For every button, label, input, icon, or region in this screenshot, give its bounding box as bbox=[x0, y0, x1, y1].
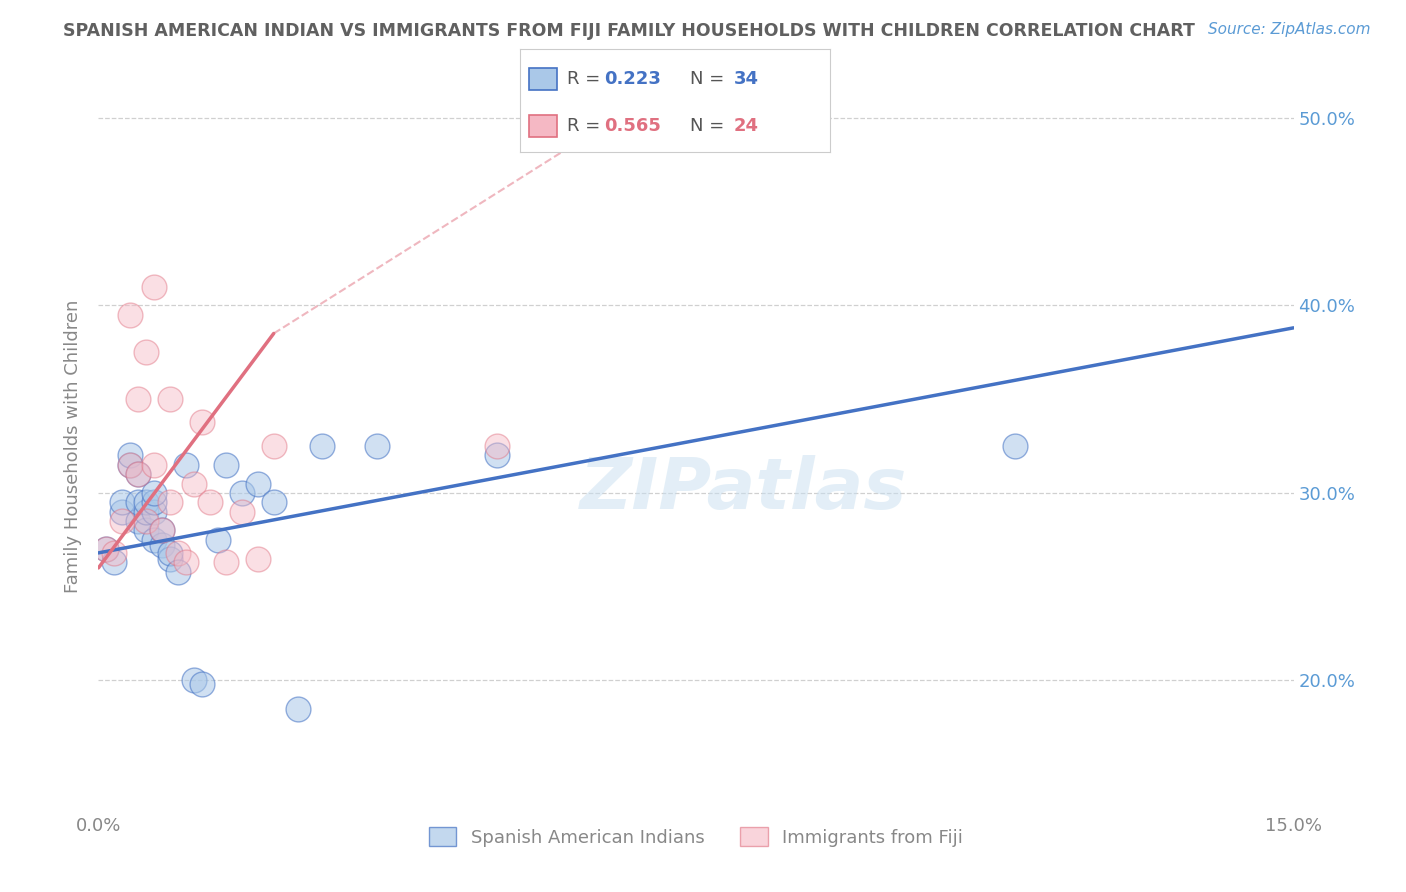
Point bbox=[174, 458, 197, 472]
Point bbox=[111, 514, 134, 528]
Point bbox=[143, 505, 166, 519]
Point bbox=[135, 524, 157, 538]
Point bbox=[485, 449, 508, 463]
Point bbox=[485, 439, 508, 453]
Point bbox=[143, 486, 166, 500]
Point bbox=[96, 542, 118, 557]
Point bbox=[231, 486, 253, 500]
Point bbox=[111, 495, 134, 509]
Point bbox=[111, 505, 134, 519]
Point bbox=[127, 467, 149, 482]
Point bbox=[246, 551, 269, 566]
Point bbox=[135, 495, 157, 509]
Point bbox=[120, 449, 142, 463]
Point bbox=[191, 415, 214, 429]
Point bbox=[143, 495, 166, 509]
Point bbox=[120, 308, 142, 322]
Text: SPANISH AMERICAN INDIAN VS IMMIGRANTS FROM FIJI FAMILY HOUSEHOLDS WITH CHILDREN : SPANISH AMERICAN INDIAN VS IMMIGRANTS FR… bbox=[63, 22, 1195, 40]
Point bbox=[120, 458, 142, 472]
Point bbox=[311, 439, 333, 453]
Point bbox=[159, 551, 181, 566]
Point bbox=[96, 542, 118, 557]
Text: 24: 24 bbox=[734, 117, 759, 135]
Point bbox=[167, 546, 190, 560]
Text: R =: R = bbox=[567, 70, 606, 87]
Text: 0.223: 0.223 bbox=[603, 70, 661, 87]
Point bbox=[127, 495, 149, 509]
Point bbox=[215, 458, 238, 472]
Point bbox=[246, 476, 269, 491]
Point bbox=[135, 345, 157, 359]
Point bbox=[215, 555, 238, 569]
Text: 0.565: 0.565 bbox=[603, 117, 661, 135]
Point bbox=[150, 538, 173, 552]
Text: R =: R = bbox=[567, 117, 606, 135]
Point bbox=[191, 677, 214, 691]
Point bbox=[167, 565, 190, 579]
Point bbox=[159, 546, 181, 560]
Point bbox=[103, 546, 125, 560]
Point bbox=[183, 476, 205, 491]
Y-axis label: Family Households with Children: Family Households with Children bbox=[65, 300, 83, 592]
Text: N =: N = bbox=[690, 70, 730, 87]
Legend: Spanish American Indians, Immigrants from Fiji: Spanish American Indians, Immigrants fro… bbox=[422, 820, 970, 854]
Point bbox=[127, 467, 149, 482]
Point bbox=[127, 392, 149, 406]
Point bbox=[263, 439, 285, 453]
Point bbox=[143, 279, 166, 293]
Text: 34: 34 bbox=[734, 70, 759, 87]
Point bbox=[198, 495, 221, 509]
Point bbox=[366, 439, 388, 453]
Point bbox=[150, 524, 173, 538]
Text: N =: N = bbox=[690, 117, 730, 135]
Point bbox=[103, 555, 125, 569]
Point bbox=[1004, 439, 1026, 453]
Point bbox=[135, 514, 157, 528]
Point bbox=[159, 495, 181, 509]
Point bbox=[120, 458, 142, 472]
Point bbox=[263, 495, 285, 509]
Point bbox=[183, 673, 205, 688]
Point bbox=[143, 533, 166, 547]
Point bbox=[159, 392, 181, 406]
Point bbox=[174, 555, 197, 569]
Point bbox=[150, 524, 173, 538]
Text: Source: ZipAtlas.com: Source: ZipAtlas.com bbox=[1208, 22, 1371, 37]
Text: ZIPatlas: ZIPatlas bbox=[581, 456, 907, 524]
Point bbox=[287, 701, 309, 715]
Point bbox=[127, 514, 149, 528]
Point bbox=[231, 505, 253, 519]
Point bbox=[207, 533, 229, 547]
FancyBboxPatch shape bbox=[530, 68, 557, 90]
FancyBboxPatch shape bbox=[530, 115, 557, 137]
Point bbox=[143, 458, 166, 472]
Point bbox=[135, 505, 157, 519]
